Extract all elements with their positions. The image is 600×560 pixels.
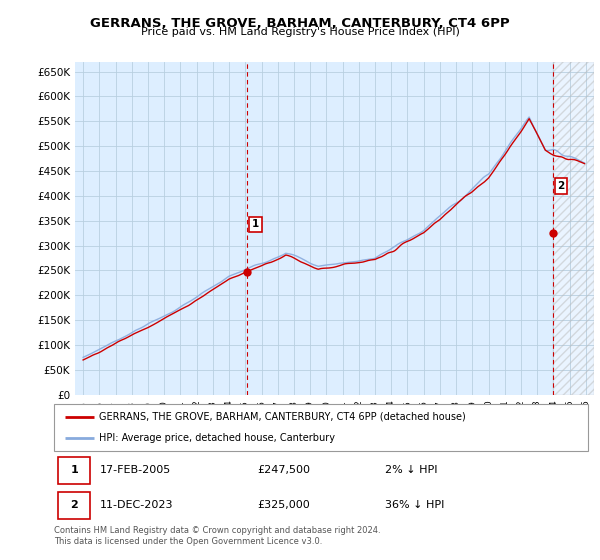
Text: 17-FEB-2005: 17-FEB-2005 bbox=[100, 465, 170, 475]
Text: 2: 2 bbox=[557, 181, 565, 191]
Text: 2: 2 bbox=[70, 501, 78, 510]
Bar bbox=[58, 492, 91, 519]
Text: £247,500: £247,500 bbox=[257, 465, 310, 475]
Text: HPI: Average price, detached house, Canterbury: HPI: Average price, detached house, Cant… bbox=[100, 433, 335, 444]
Text: 1: 1 bbox=[252, 220, 259, 230]
Text: Contains HM Land Registry data © Crown copyright and database right 2024.
This d: Contains HM Land Registry data © Crown c… bbox=[54, 526, 380, 546]
Text: GERRANS, THE GROVE, BARHAM, CANTERBURY, CT4 6PP (detached house): GERRANS, THE GROVE, BARHAM, CANTERBURY, … bbox=[100, 412, 466, 422]
Bar bbox=[58, 457, 91, 484]
Text: 11-DEC-2023: 11-DEC-2023 bbox=[100, 501, 173, 510]
Text: 36% ↓ HPI: 36% ↓ HPI bbox=[385, 501, 445, 510]
Text: 2% ↓ HPI: 2% ↓ HPI bbox=[385, 465, 437, 475]
Text: £325,000: £325,000 bbox=[257, 501, 310, 510]
Text: GERRANS, THE GROVE, BARHAM, CANTERBURY, CT4 6PP: GERRANS, THE GROVE, BARHAM, CANTERBURY, … bbox=[90, 17, 510, 30]
Text: 1: 1 bbox=[70, 465, 78, 475]
Text: Price paid vs. HM Land Registry's House Price Index (HPI): Price paid vs. HM Land Registry's House … bbox=[140, 27, 460, 37]
